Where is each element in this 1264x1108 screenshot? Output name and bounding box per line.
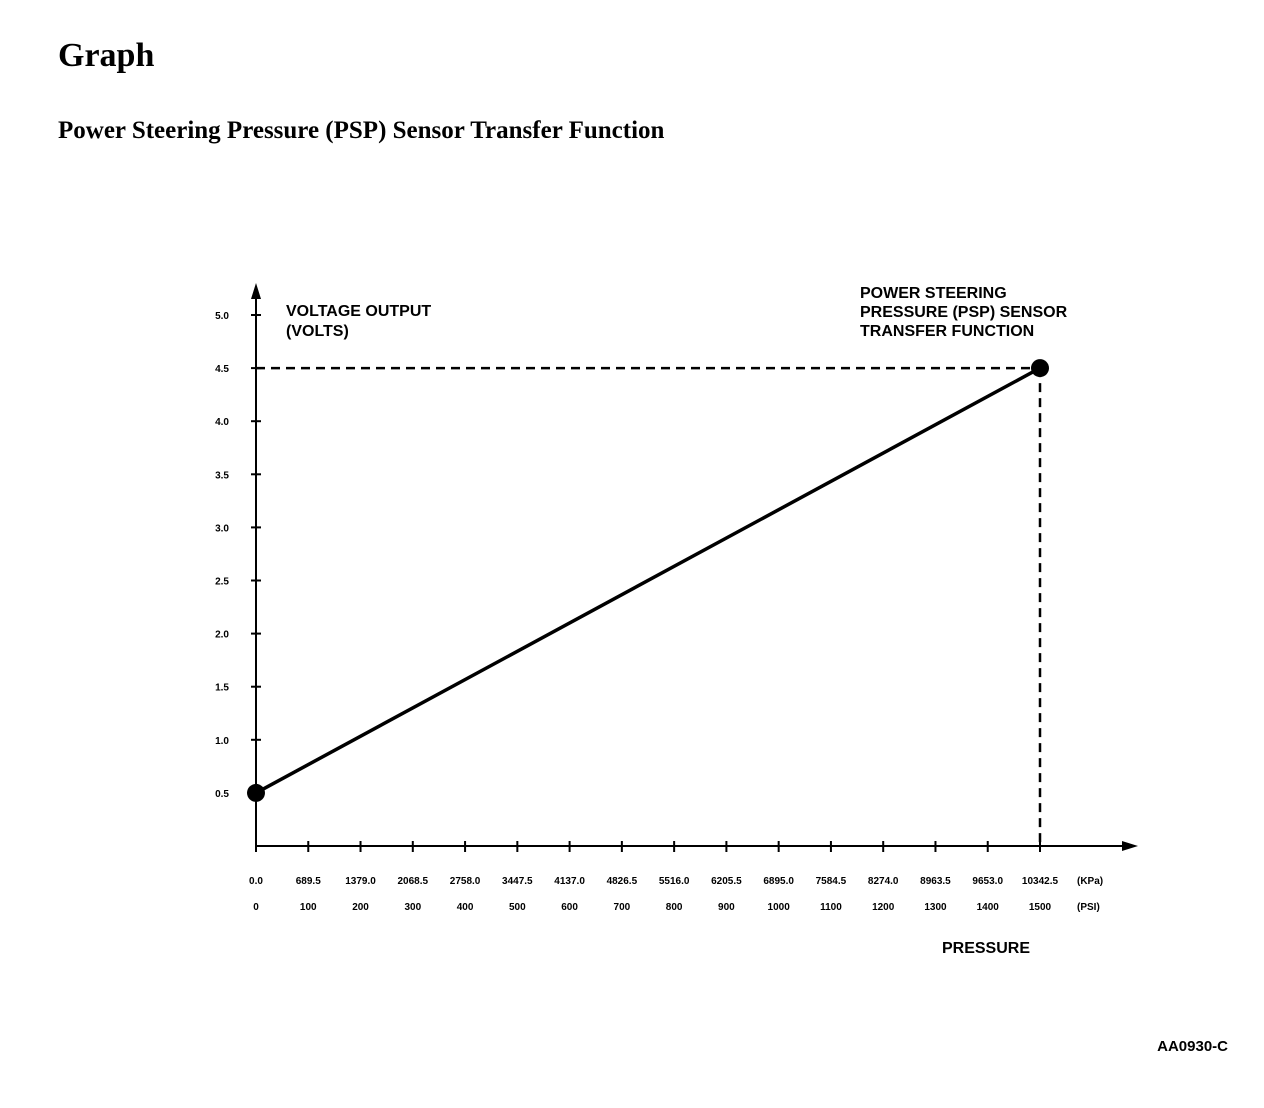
x-tick-label-kpa: 7584.5 xyxy=(816,876,847,887)
y-tick-label: 2.5 xyxy=(215,577,229,588)
x-tick-label-psi: 1100 xyxy=(820,902,842,913)
x-tick-label-kpa: 2068.5 xyxy=(398,876,429,887)
x-tick-label-kpa: 9653.0 xyxy=(972,876,1003,887)
y-tick-label: 3.0 xyxy=(215,523,229,534)
y-tick-label: 5.0 xyxy=(215,311,229,322)
y-tick-label: 0.5 xyxy=(215,789,229,800)
data-series xyxy=(247,359,1049,802)
x-tick-label-psi: 800 xyxy=(666,902,683,913)
y-axis-ticks: 0.5 1.0 1.5 2.0 2.5 3.0 3.5 4.0 4.5 5.0 xyxy=(215,311,261,800)
x-tick-label-psi: 1200 xyxy=(872,902,895,913)
y-axis-title-line-2: (VOLTS) xyxy=(286,323,349,340)
x-tick-label-kpa: 4137.0 xyxy=(554,876,585,887)
y-tick-label: 4.0 xyxy=(215,417,229,428)
x-tick-label-psi: 1000 xyxy=(768,902,791,913)
x-axis-ticks: 0.0 0 689.5 100 1379.0 200 2068.5 300 2758.0 400 3… xyxy=(249,841,1059,913)
x-tick-label-psi: 300 xyxy=(404,902,421,913)
x-tick-label-kpa: 6895.0 xyxy=(763,876,794,887)
x-axis-unit-kpa: (KPa) xyxy=(1077,876,1103,887)
x-tick-label-psi: 100 xyxy=(300,902,317,913)
x-tick-label-kpa: 4826.5 xyxy=(607,876,638,887)
page-heading: Graph xyxy=(58,37,155,74)
x-tick-label-kpa: 5516.0 xyxy=(659,876,690,887)
x-tick-label-psi: 900 xyxy=(718,902,735,913)
x-tick-label-kpa: 8963.5 xyxy=(920,876,951,887)
chart-title-line-3: TRANSFER FUNCTION xyxy=(860,323,1034,340)
x-tick-label-kpa: 3447.5 xyxy=(502,876,533,887)
x-tick-label-psi: 500 xyxy=(509,902,526,913)
y-tick-label: 1.5 xyxy=(215,683,229,694)
x-tick-label-psi: 1300 xyxy=(924,902,947,913)
x-tick-label-kpa: 10342.5 xyxy=(1022,876,1059,887)
figure-id: AA0930-C xyxy=(1157,1038,1228,1055)
x-tick-label-psi: 1500 xyxy=(1029,902,1052,913)
series-line xyxy=(255,366,1041,795)
x-tick-label-kpa: 1379.0 xyxy=(345,876,376,887)
page-subheading: Power Steering Pressure (PSP) Sensor Tra… xyxy=(58,117,665,144)
data-point xyxy=(1031,359,1049,378)
x-tick-label-psi: 0 xyxy=(253,902,259,913)
y-axis-title-line-1: VOLTAGE OUTPUT xyxy=(286,303,431,320)
x-axis-arrow xyxy=(1122,841,1138,851)
y-tick-label: 1.0 xyxy=(215,736,229,747)
x-tick-label-psi: 600 xyxy=(561,902,578,913)
x-tick-label-psi: 400 xyxy=(457,902,474,913)
x-tick-label-psi: 200 xyxy=(352,902,369,913)
x-tick-label-kpa: 2758.0 xyxy=(450,876,481,887)
y-tick-label: 4.5 xyxy=(215,364,229,375)
chart-axes xyxy=(251,283,1138,851)
x-tick-label-kpa: 689.5 xyxy=(296,876,321,887)
x-axis-title: PRESSURE xyxy=(942,940,1030,957)
x-tick-label-psi: 700 xyxy=(614,902,631,913)
x-tick-label-kpa: 6205.5 xyxy=(711,876,742,887)
y-axis-arrow xyxy=(251,283,261,299)
chart-title-line-1: POWER STEERING xyxy=(860,285,1007,302)
x-axis-unit-psi: (PSI) xyxy=(1077,902,1100,913)
y-tick-label: 2.0 xyxy=(215,630,229,641)
x-tick-label-kpa: 0.0 xyxy=(249,876,263,887)
chart-title-line-2: PRESSURE (PSP) SENSOR xyxy=(860,304,1068,321)
reference-lines xyxy=(256,366,1042,846)
x-tick-label-kpa: 8274.0 xyxy=(868,876,899,887)
x-tick-label-psi: 1400 xyxy=(977,902,1000,913)
y-tick-label: 3.5 xyxy=(215,470,229,481)
